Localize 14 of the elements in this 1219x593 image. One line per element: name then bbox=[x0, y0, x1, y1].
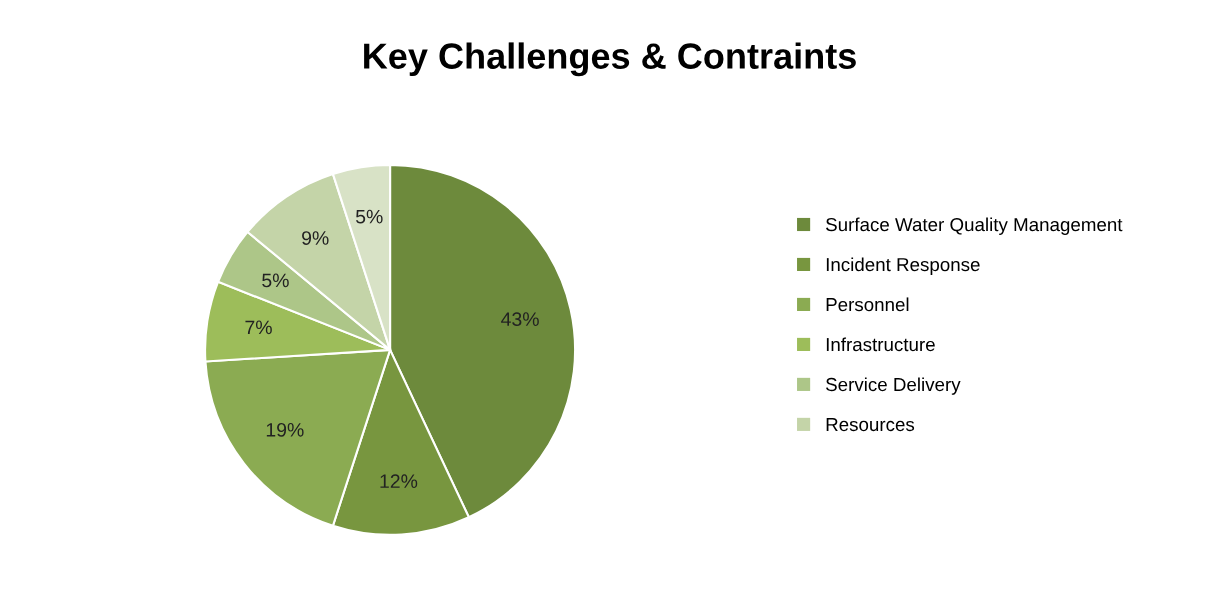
legend-label: Surface Water Quality Management bbox=[826, 217, 1123, 235]
legend-label: Resources bbox=[826, 418, 915, 432]
legend-label: Service Delivery bbox=[826, 377, 961, 395]
data-label: 7% bbox=[245, 320, 272, 335]
data-label: 9% bbox=[302, 231, 329, 245]
legend-label: Infrastructure bbox=[826, 337, 935, 352]
data-label: 19% bbox=[266, 422, 304, 437]
chart-title: Key Challenges & Contraints bbox=[364, 42, 856, 77]
legend-label: Personnel bbox=[826, 297, 909, 312]
data-label: 5% bbox=[262, 273, 289, 288]
data-label: 5% bbox=[355, 209, 383, 224]
data-label: 43% bbox=[501, 312, 539, 327]
legend-label: Incident Response bbox=[826, 257, 980, 275]
data-label: 12% bbox=[380, 474, 418, 488]
